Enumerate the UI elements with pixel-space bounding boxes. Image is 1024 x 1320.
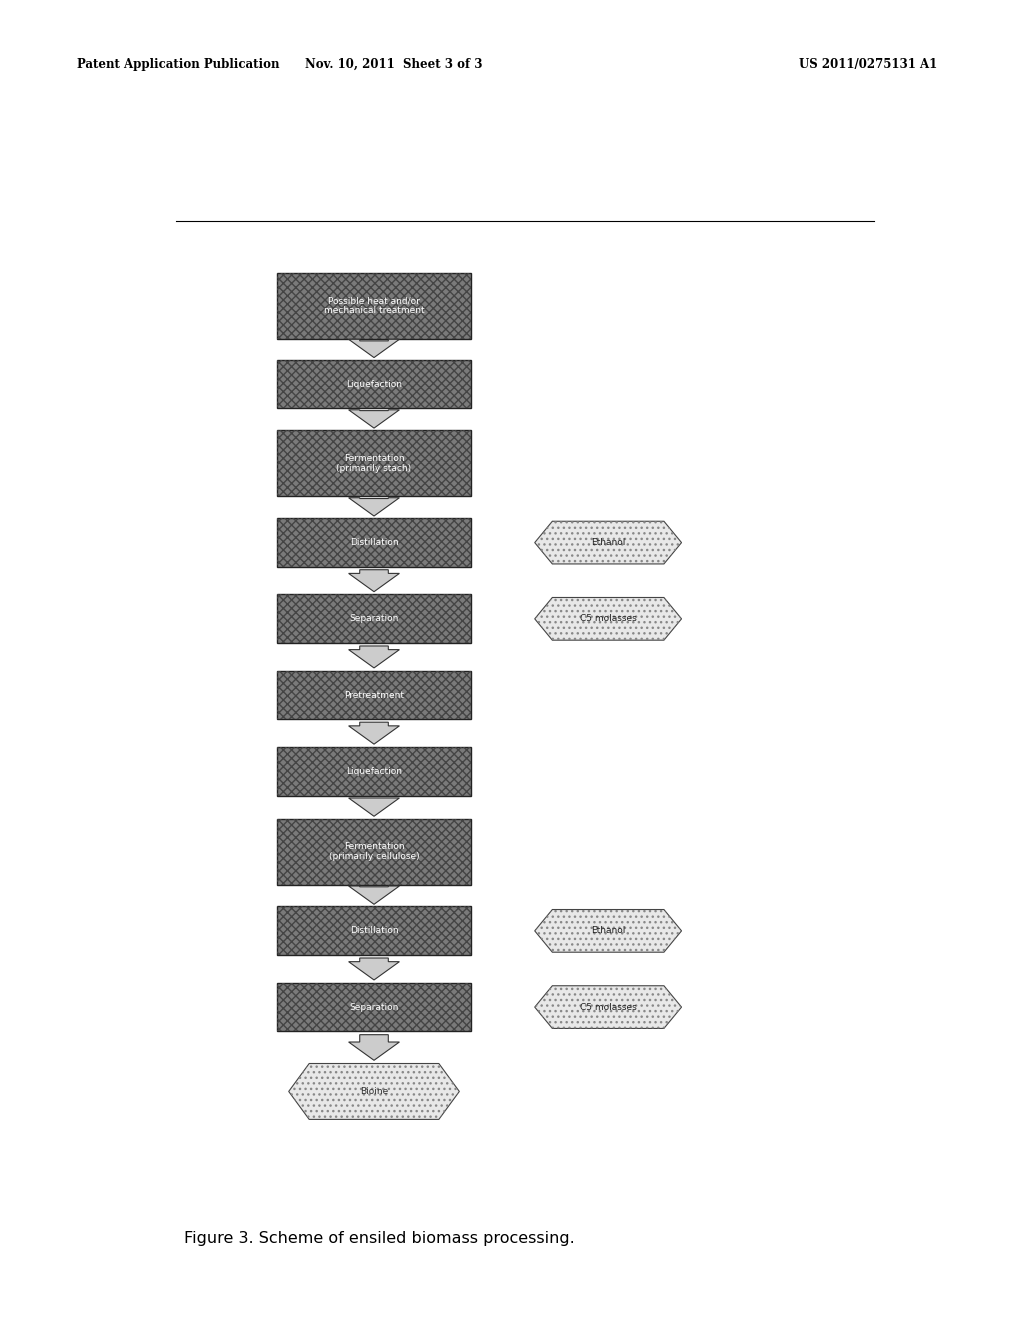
- Text: Fermentation
(primarily cellulose): Fermentation (primarily cellulose): [329, 842, 420, 861]
- Polygon shape: [535, 909, 682, 952]
- Bar: [276, 818, 471, 884]
- Polygon shape: [348, 498, 399, 516]
- Text: Fermentation
(primarily stach): Fermentation (primarily stach): [337, 454, 412, 473]
- Polygon shape: [348, 886, 399, 904]
- Text: Distillation: Distillation: [350, 539, 398, 546]
- Bar: [276, 747, 471, 796]
- Polygon shape: [535, 521, 682, 564]
- Bar: [276, 519, 471, 568]
- Bar: [276, 273, 471, 339]
- Bar: [276, 519, 471, 568]
- Text: Patent Application Publication: Patent Application Publication: [77, 58, 280, 71]
- Polygon shape: [348, 339, 399, 358]
- Polygon shape: [535, 986, 682, 1028]
- Text: Distillation: Distillation: [350, 927, 398, 936]
- Bar: [276, 430, 471, 496]
- Bar: [276, 982, 471, 1031]
- Text: Figure 3. Scheme of ensiled biomass processing.: Figure 3. Scheme of ensiled biomass proc…: [183, 1230, 574, 1246]
- Bar: [276, 273, 471, 339]
- Polygon shape: [348, 645, 399, 668]
- Bar: [276, 818, 471, 884]
- Bar: [276, 359, 471, 408]
- Bar: [276, 359, 471, 408]
- Bar: [276, 982, 471, 1031]
- Bar: [276, 747, 471, 796]
- Polygon shape: [289, 1064, 460, 1119]
- Bar: [276, 594, 471, 643]
- Text: C5 molasses: C5 molasses: [580, 1003, 637, 1011]
- Bar: [276, 671, 471, 719]
- Text: Nov. 10, 2011  Sheet 3 of 3: Nov. 10, 2011 Sheet 3 of 3: [305, 58, 483, 71]
- Text: Separation: Separation: [349, 1003, 398, 1011]
- Polygon shape: [348, 570, 399, 591]
- Polygon shape: [348, 958, 399, 979]
- Text: Liquefaction: Liquefaction: [346, 380, 402, 388]
- Polygon shape: [348, 409, 399, 428]
- Bar: [276, 671, 471, 719]
- Text: Possible heat and/or
mechanical treatment: Possible heat and/or mechanical treatmen…: [324, 296, 424, 315]
- Polygon shape: [348, 722, 399, 744]
- Bar: [276, 430, 471, 496]
- Text: Pretreatment: Pretreatment: [344, 690, 404, 700]
- Polygon shape: [348, 1035, 399, 1060]
- Bar: [276, 907, 471, 956]
- Text: C5 molasses: C5 molasses: [580, 614, 637, 623]
- Text: Ethanol: Ethanol: [591, 539, 626, 546]
- Polygon shape: [348, 799, 399, 816]
- Text: Liquefaction: Liquefaction: [346, 767, 402, 776]
- Text: US 2011/0275131 A1: US 2011/0275131 A1: [799, 58, 937, 71]
- Bar: [276, 594, 471, 643]
- Bar: [276, 907, 471, 956]
- Text: Bioine: Bioine: [359, 1086, 388, 1096]
- Text: Ethanol: Ethanol: [591, 927, 626, 936]
- Polygon shape: [535, 598, 682, 640]
- Text: Separation: Separation: [349, 614, 398, 623]
